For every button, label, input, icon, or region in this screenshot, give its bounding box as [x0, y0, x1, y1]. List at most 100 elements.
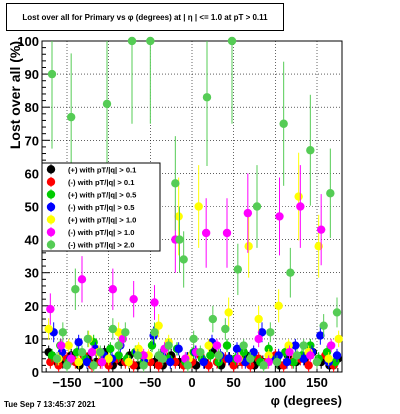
- data-point: [227, 36, 237, 46]
- data-point: [326, 341, 336, 350]
- legend-label: (-) with pT/|q| > 2.0: [68, 241, 134, 250]
- data-point: [74, 338, 83, 347]
- y-tick-label: 20: [25, 299, 39, 314]
- data-point: [66, 112, 76, 122]
- legend-marker: [46, 240, 56, 249]
- data-point: [292, 351, 302, 360]
- data-point: [56, 341, 66, 350]
- data-point: [175, 235, 184, 244]
- y-tick-label: 80: [25, 100, 39, 115]
- legend-marker: [46, 165, 56, 174]
- data-point: [279, 119, 288, 128]
- y-tick-label: 100: [17, 34, 39, 49]
- data-point: [133, 351, 143, 360]
- legend-marker: [46, 190, 56, 199]
- data-point: [291, 341, 300, 350]
- data-point: [259, 361, 268, 370]
- data-point: [206, 351, 215, 360]
- data-point: [221, 324, 230, 334]
- legend-label: (+) with pT/|q| > 0.5: [68, 190, 137, 199]
- data-point: [139, 361, 148, 370]
- legend-marker: [46, 215, 56, 224]
- x-axis-label: φ (degrees): [271, 393, 342, 408]
- data-point: [224, 308, 233, 317]
- x-tick-label: 0: [188, 375, 195, 390]
- legend-label: (-) with pT/|q| > 1.0: [68, 228, 134, 237]
- data-point: [252, 202, 262, 211]
- data-point: [89, 361, 98, 370]
- data-point: [306, 146, 315, 155]
- data-point: [57, 347, 67, 357]
- chart-title: Lost over all for Primary vs φ (degrees)…: [6, 3, 284, 31]
- y-tick-label: 50: [25, 200, 39, 215]
- data-point: [174, 212, 183, 221]
- data-point: [174, 344, 183, 354]
- data-point: [166, 357, 175, 367]
- data-point: [286, 268, 295, 277]
- data-point: [66, 354, 76, 363]
- data-point: [62, 361, 72, 370]
- y-tick-label: 30: [25, 266, 39, 281]
- data-point: [332, 351, 342, 360]
- data-point: [332, 308, 342, 317]
- data-point: [272, 357, 282, 367]
- y-axis-label: Lost over all (%): [7, 41, 23, 149]
- data-point: [83, 334, 93, 344]
- data-point: [243, 208, 253, 218]
- data-point: [319, 321, 328, 330]
- data-point: [304, 361, 313, 370]
- data-point: [164, 341, 173, 350]
- legend-marker: [46, 227, 56, 237]
- data-point: [222, 341, 232, 350]
- data-point: [334, 334, 343, 344]
- data-point: [97, 357, 107, 367]
- data-point: [202, 93, 212, 102]
- data-point: [257, 328, 267, 337]
- y-tick-label: 40: [25, 233, 39, 248]
- data-point: [134, 344, 143, 354]
- data-point: [129, 294, 138, 304]
- data-point: [299, 341, 308, 350]
- data-point: [233, 354, 243, 363]
- data-point: [96, 347, 105, 357]
- data-point: [106, 344, 115, 354]
- data-point: [150, 298, 159, 307]
- data-point: [289, 357, 298, 367]
- data-point: [179, 255, 188, 264]
- legend-marker: [46, 177, 56, 187]
- data-point: [244, 242, 253, 251]
- data-point: [285, 347, 294, 357]
- data-point: [316, 225, 326, 234]
- data-point: [104, 354, 113, 363]
- data-point: [158, 354, 168, 363]
- data-point: [146, 36, 155, 46]
- x-tick-label: −50: [139, 375, 161, 390]
- timestamp: Tue Sep 7 13:45:37 2021: [4, 400, 96, 409]
- data-point: [58, 328, 68, 337]
- y-tick-label: 60: [25, 166, 39, 181]
- data-point: [183, 361, 193, 370]
- data-point: [264, 344, 273, 354]
- x-tick-label: 150: [306, 375, 328, 390]
- x-tick-label: 100: [264, 375, 286, 390]
- data-point: [224, 354, 233, 363]
- data-point: [127, 36, 137, 46]
- data-point: [316, 331, 325, 340]
- data-point: [204, 341, 213, 350]
- data-point: [114, 341, 123, 350]
- data-point: [294, 192, 303, 201]
- data-point: [77, 347, 87, 357]
- data-point: [64, 341, 73, 350]
- data-point: [201, 228, 211, 238]
- x-tick-label: −100: [94, 375, 123, 390]
- data-point: [189, 334, 198, 344]
- data-point: [254, 314, 263, 324]
- y-tick-label: 10: [25, 332, 39, 347]
- data-point: [87, 347, 97, 357]
- data-point: [77, 275, 87, 284]
- data-point: [324, 354, 333, 363]
- y-tick-label: 0: [32, 365, 39, 380]
- data-point: [232, 344, 242, 354]
- data-point: [214, 351, 223, 360]
